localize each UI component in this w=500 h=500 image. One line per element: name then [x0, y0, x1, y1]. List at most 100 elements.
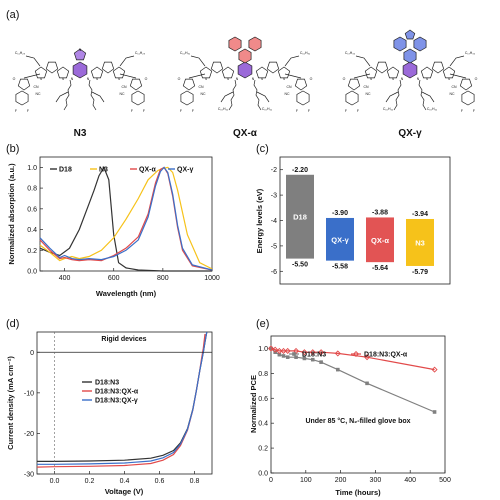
- atom-label: F: [180, 109, 182, 113]
- energy-ticks: -6 -5 -4 -3 -2: [271, 167, 283, 276]
- atom-label: S: [62, 77, 65, 81]
- stability-chart: Time (hours) Normalized PCE Under 85 °C,…: [249, 335, 451, 497]
- benzene-ring: [131, 90, 145, 106]
- atom-label: F: [473, 109, 475, 113]
- atom-label: N: [252, 77, 255, 81]
- y-tick-label: 0: [30, 350, 34, 357]
- molecule-2: S S O CN NC F F C₁₇H₃₅ S S O CN NC F F C₁₇H₃₅ N N C₁₀H₂₁ C₁…: [343, 29, 478, 113]
- thiophene-ring: [34, 66, 48, 79]
- energy-bar: [406, 218, 434, 266]
- lumo-label: -3.94: [412, 211, 428, 218]
- branched-alkyl-chain: [88, 79, 97, 111]
- indanone-ring: [347, 78, 361, 91]
- thiophene-ring: [210, 61, 224, 74]
- atom-label: C₁₇H₃₅: [345, 51, 356, 55]
- data-point: [302, 356, 307, 361]
- branched-alkyl-chain: [91, 91, 105, 103]
- atom-label: NC: [365, 92, 371, 96]
- energy-y-axis-label: Energy levels (eV): [255, 188, 264, 253]
- x-tick-label: 0.4: [120, 478, 130, 485]
- thiophene-ring: [375, 61, 389, 74]
- x-tick-label: 0.8: [190, 478, 200, 485]
- x-tick-label: 0.0: [50, 478, 60, 485]
- thiophene-ring: [431, 61, 445, 74]
- atom-label: F: [357, 109, 359, 113]
- atom-label: S: [40, 77, 43, 81]
- series-line-1: [270, 347, 435, 371]
- branched-alkyl-chain: [63, 79, 72, 111]
- absorption-y-axis-label: Normalized absorption (a.u.): [7, 163, 16, 265]
- core-ring: [402, 61, 418, 79]
- atom-label: N: [71, 77, 74, 81]
- atom-label: N: [79, 48, 82, 52]
- atom-label: CN: [363, 85, 369, 89]
- atom-label: CN: [33, 85, 39, 89]
- atom-label: F: [192, 109, 194, 113]
- legend-label: QX-α: [139, 167, 156, 174]
- energy-bar: [326, 217, 354, 261]
- legend-marker: [292, 352, 296, 356]
- data-point: [334, 350, 341, 357]
- atom-label: O: [145, 77, 148, 81]
- atom-label: N: [417, 77, 420, 81]
- thiophene-ring: [255, 66, 269, 79]
- y-tick-label: 0.4: [27, 227, 37, 234]
- atom-label: O: [13, 77, 16, 81]
- atom-label: CN: [451, 85, 457, 89]
- x-tick-label: 200: [335, 477, 347, 484]
- branched-alkyl-chain: [253, 79, 262, 111]
- thiophene-ring: [90, 66, 104, 79]
- atom-label: F: [131, 109, 133, 113]
- y-tick-label: -5: [271, 243, 277, 250]
- data-point: [280, 347, 287, 354]
- x-tick-label: 0.2: [85, 478, 95, 485]
- y-tick-label: 0.6: [27, 206, 37, 213]
- atom-label: CN: [286, 85, 292, 89]
- data-point: [277, 352, 282, 357]
- series-line-0: [39, 166, 212, 272]
- homo-label: -5.50: [292, 262, 308, 269]
- fused-ring: [248, 36, 262, 52]
- alkyl-chain: [25, 55, 41, 67]
- molecule-name-n3: N3: [74, 128, 87, 139]
- data-point: [431, 366, 438, 373]
- branched-alkyl-chain: [421, 91, 435, 103]
- x-tick-label: 100: [300, 477, 312, 484]
- indanone-ring: [294, 78, 308, 91]
- benzene-ring: [461, 90, 475, 106]
- data-point: [336, 367, 340, 372]
- branched-alkyl-chain: [55, 91, 69, 103]
- absorption-plot-frame: [39, 156, 213, 272]
- atom-label: NC: [119, 92, 125, 96]
- atom-label: C₁₅H₃₁: [180, 51, 191, 55]
- series-line-3: [39, 166, 213, 271]
- thiophene-ring: [420, 66, 434, 79]
- x-tick-label: 600: [108, 275, 120, 282]
- alkyl-chain: [119, 55, 135, 67]
- y-tick-label: -10: [24, 390, 34, 397]
- energy-bar: [366, 217, 394, 263]
- vinyl-bond: [23, 73, 41, 79]
- legend-label: QX-γ: [177, 167, 193, 174]
- y-tick-label: 1.0: [27, 165, 37, 172]
- branched-alkyl-chain: [418, 79, 427, 111]
- stability-y-axis-label: Normalized PCE: [249, 375, 258, 433]
- lumo-label: -2.20: [292, 167, 308, 174]
- y-tick-label: 0.2: [258, 446, 268, 453]
- branched-alkyl-chain: [393, 79, 402, 111]
- homo-label: -5.79: [412, 269, 428, 276]
- branched-alkyl-chain: [256, 91, 270, 103]
- data-point: [269, 346, 273, 351]
- energy-bar: [286, 174, 314, 259]
- atom-label: S: [96, 77, 99, 81]
- atom-label: C₁₁H₂₃: [15, 51, 26, 55]
- legend-label: D18:N3: [95, 380, 119, 387]
- benzene-ring: [15, 90, 29, 106]
- thiophene-ring: [112, 66, 126, 79]
- molecule-0: N S S O CN NC F F C₁₁H₂₃ S S O CN NC F F C₁₁H₂₃ N N: [13, 48, 148, 113]
- branched-alkyl-chain: [220, 91, 234, 103]
- x-tick-label: 400: [59, 275, 71, 282]
- indanone-ring: [459, 78, 473, 91]
- data-point: [276, 347, 283, 354]
